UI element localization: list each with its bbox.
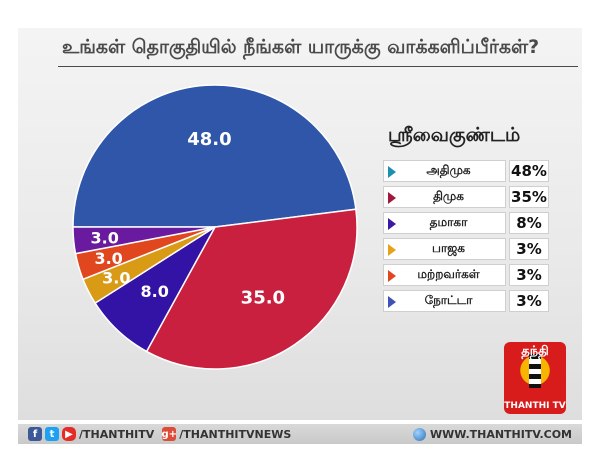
pie-data-label-6: 3.0 xyxy=(91,228,119,247)
website-link[interactable]: WWW.THANTHITV.COM xyxy=(429,427,572,441)
title-divider xyxy=(58,66,578,67)
footer-bar: f t ▶ /THANTHITV g+ /THANTHITVNEWS WWW.T… xyxy=(18,424,582,444)
legend-row: திமுக 35% xyxy=(383,186,549,208)
legend-marker-icon xyxy=(388,192,396,204)
pie-slice-1 xyxy=(72,84,357,228)
legend-marker-icon xyxy=(388,166,396,178)
legend-marker-icon xyxy=(388,296,396,308)
facebook-icon[interactable]: f xyxy=(28,427,42,441)
legend-party-name: அதிமுக xyxy=(426,163,471,177)
chart-title: உங்கள் தொகுதியில் நீங்கள் யாருக்கு வாக்க… xyxy=(62,36,540,58)
legend-party-box: நோட்டா xyxy=(383,290,506,312)
thanthi-tv-logo: தந்தி THANTHI TV xyxy=(504,342,566,414)
legend-marker-icon xyxy=(388,270,396,282)
pie-slice-2 xyxy=(145,208,358,370)
legend-percent: 3% xyxy=(509,264,549,286)
legend-party-box: மற்றவர்கள் xyxy=(383,264,506,286)
logo-head-text: தந்தி xyxy=(521,344,549,359)
legend-marker-icon xyxy=(388,244,396,256)
youtube-icon[interactable]: ▶ xyxy=(62,427,76,441)
legend-percent: 8% xyxy=(509,212,549,234)
legend-party-name: தமாகா xyxy=(429,215,468,229)
legend-party-name: நோட்டா xyxy=(424,293,473,307)
legend-percent: 3% xyxy=(509,290,549,312)
google-plus-icon[interactable]: g+ xyxy=(161,427,178,441)
legend-row: தமாகா 8% xyxy=(383,212,549,234)
legend-percent: 3% xyxy=(509,238,549,260)
legend-row: மற்றவர்கள் 3% xyxy=(383,264,549,286)
twitter-icon[interactable]: t xyxy=(45,427,59,441)
legend-percent: 35% xyxy=(509,186,549,208)
legend-marker-icon xyxy=(388,218,396,230)
logo-text: THANTHI TV xyxy=(504,401,566,411)
lighthouse-icon xyxy=(529,354,541,388)
legend-row: நோட்டா 3% xyxy=(383,290,549,312)
social-handle-thanthitv[interactable]: /THANTHITV xyxy=(79,427,155,441)
pie-data-label-5: 3.0 xyxy=(94,249,122,268)
legend-percent: 48% xyxy=(509,160,549,182)
legend-party-name: மற்றவர்கள் xyxy=(417,267,480,281)
legend-party-box: தமாகா xyxy=(383,212,506,234)
pie-data-label-2: 35.0 xyxy=(241,287,285,308)
pie-data-label-3: 8.0 xyxy=(141,282,169,301)
legend-party-box: பாஜக xyxy=(383,238,506,260)
pie-data-label-4: 3.0 xyxy=(102,268,130,287)
legend-row: பாஜக 3% xyxy=(383,238,549,260)
pie-slice-6 xyxy=(72,226,216,255)
legend-title: ஸ்ரீவைகுண்டம் xyxy=(388,124,521,146)
legend-party-name: திமுக xyxy=(433,189,464,203)
legend-party-box: அதிமுக xyxy=(383,160,506,182)
legend-row: அதிமுக 48% xyxy=(383,160,549,182)
globe-icon xyxy=(412,427,426,441)
legend-party-box: திமுக xyxy=(383,186,506,208)
pie-data-label-1: 48.0 xyxy=(187,129,231,150)
legend-party-name: பாஜக xyxy=(432,241,465,255)
social-handle-thanthitvnews[interactable]: /THANTHITVNEWS xyxy=(179,427,292,441)
